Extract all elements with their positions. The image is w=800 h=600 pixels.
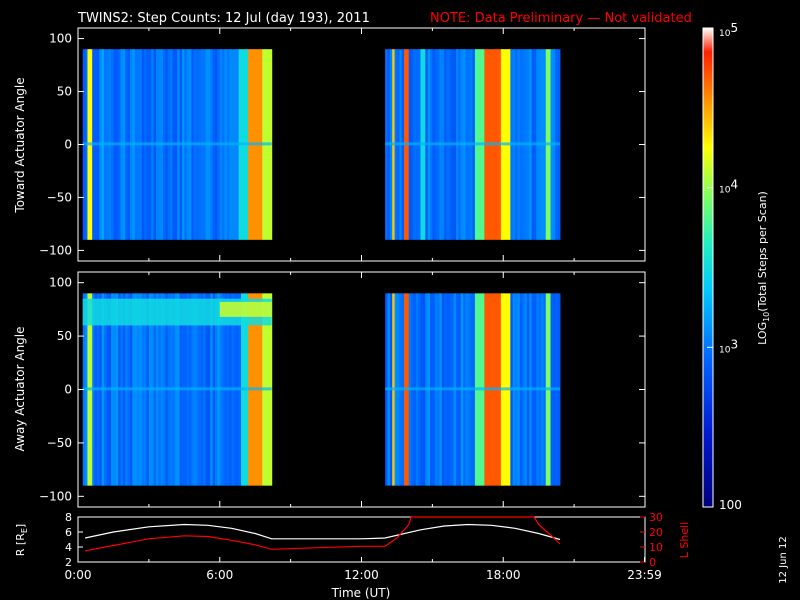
x-tick-label: 18:00 — [486, 568, 521, 582]
orbit-lines — [84, 516, 561, 552]
y-tick-label: −100 — [39, 243, 72, 257]
zero-angle-stripe — [82, 387, 272, 391]
x-axis-label: Time (UT) — [331, 586, 391, 600]
zero-angle-stripe — [385, 142, 560, 146]
colorbar-tick-label: 103 — [719, 337, 738, 355]
left-tick-label: 2 — [65, 556, 72, 569]
right-tick-label: 0 — [649, 556, 656, 569]
y-tick-label: −50 — [47, 190, 72, 204]
y-tick-label: 50 — [57, 329, 72, 343]
colorbar: 105 104 103 100 LOG10(Total Steps per Scan) — [702, 21, 771, 512]
panel-toward-y-ticks: 100 50 0 −50 −100 — [39, 28, 646, 261]
colorbar-tick-label: 100 — [719, 498, 742, 512]
right-tick-label: 30 — [649, 511, 663, 524]
y-tick-label: 50 — [57, 85, 72, 99]
panel-orbit-ticks: 8 6 4 2 30 20 10 0 0:00 6:00 12:00 18:00 23:59 — [65, 511, 663, 582]
left-tick-label: 8 — [65, 511, 72, 524]
panel-toward-ylabel: Toward Actuator Angle — [13, 77, 27, 213]
colorbar-gradient — [702, 27, 714, 508]
zero-angle-stripe — [82, 142, 272, 146]
panel-away-ylabel: Away Actuator Angle — [13, 326, 27, 451]
colorbar-tick-label: 105 — [719, 21, 738, 39]
heatmap-away-cells — [82, 293, 561, 486]
high-angle-band-bright — [219, 301, 272, 317]
y-tick-label: 0 — [64, 383, 72, 397]
colorbar-ticks: 105 104 103 100 — [707, 21, 742, 512]
panel-orbit-ylabel-left: R [RE] — [14, 524, 29, 556]
zero-angle-stripe — [385, 387, 560, 391]
x-tick-label: 12:00 — [344, 568, 379, 582]
panel-orbit: 8 6 4 2 30 20 10 0 0:00 6:00 12:00 18:00 23:59 R [RE… — [14, 511, 691, 600]
data-note: NOTE: Data Preliminary — Not validated — [430, 11, 692, 26]
side-date: 12 Jun 12 — [778, 536, 789, 583]
chart-title: TWINS2: Step Counts: 12 Jul (day 193), 2… — [77, 11, 370, 26]
heatmap-toward-cells — [82, 49, 561, 240]
x-tick-label: 23:59 — [627, 568, 662, 582]
colorbar-label: LOG10(Total Steps per Scan) — [756, 191, 771, 345]
right-tick-label: 20 — [649, 526, 663, 539]
panel-away: 100 50 0 −50 −100 Away Actuator Angle — [13, 271, 646, 508]
panel-orbit-ylabel-right: L Shell — [678, 522, 691, 558]
x-tick-label: 0:00 — [65, 568, 92, 582]
y-tick-label: 0 — [64, 138, 72, 152]
right-tick-label: 10 — [649, 541, 663, 554]
x-tick-label: 6:00 — [206, 568, 233, 582]
panel-away-y-ticks: 100 50 0 −50 −100 — [39, 272, 646, 507]
colorbar-tick-label: 104 — [719, 178, 738, 196]
y-tick-label: 100 — [49, 276, 72, 290]
y-tick-label: −50 — [47, 436, 72, 450]
left-tick-label: 6 — [65, 526, 72, 539]
y-tick-label: −100 — [39, 489, 72, 503]
r-series-line — [84, 523, 561, 541]
y-tick-label: 100 — [49, 32, 72, 46]
panel-toward: 100 50 0 −50 −100 Toward Actuator Angle — [13, 27, 646, 262]
lshell-series-line — [84, 516, 561, 552]
left-tick-label: 4 — [65, 541, 72, 554]
